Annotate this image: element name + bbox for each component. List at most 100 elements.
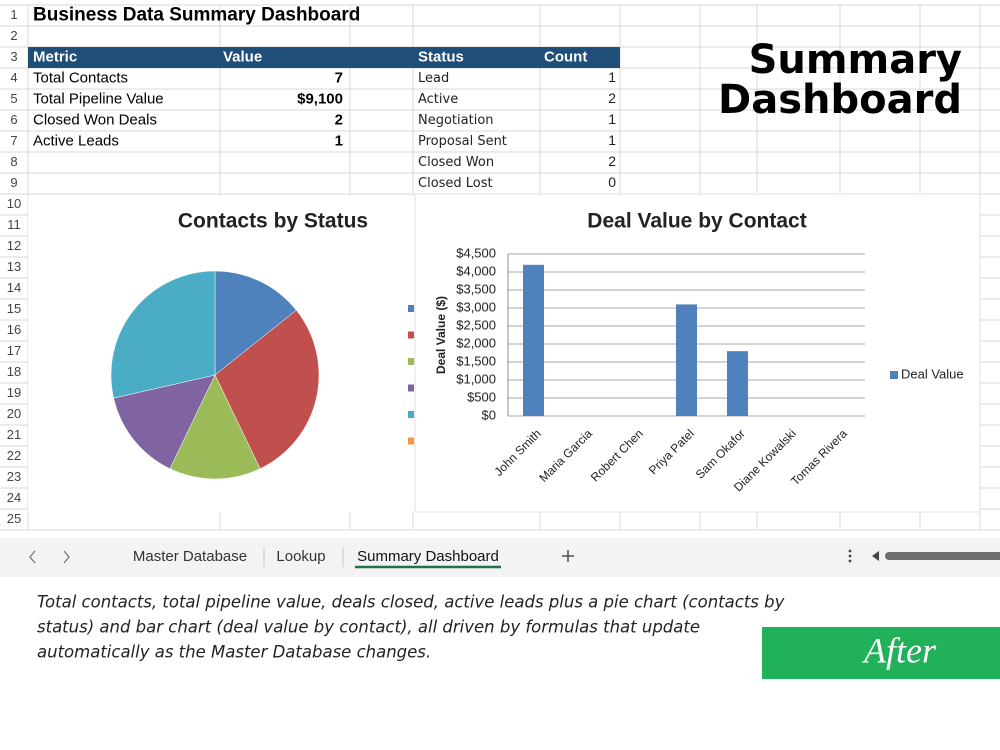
- dashboard-heading: Summary: [749, 37, 962, 83]
- row-number: 5: [10, 91, 17, 106]
- row-number: 24: [7, 490, 21, 505]
- row-number: 15: [7, 301, 21, 316]
- row-number: 23: [7, 469, 21, 484]
- next-sheet[interactable]: [63, 550, 70, 564]
- header-cell: Value: [223, 48, 262, 65]
- y-tick-label: $4,000: [456, 263, 496, 278]
- tab-bar: [0, 538, 1000, 577]
- status-name: Active: [418, 92, 458, 107]
- pie-slice: [214, 309, 320, 470]
- metric-name: Total Contacts: [33, 69, 128, 86]
- chart-area: [414, 193, 981, 513]
- legend-swatch: [408, 358, 414, 365]
- row-number: 13: [7, 259, 21, 274]
- sheet-content: 1234567891011121314151617181920212223242…: [7, 5, 981, 526]
- pie-slice: [110, 270, 216, 399]
- status-name: Closed Won: [418, 155, 494, 170]
- y-tick-label: $3,000: [456, 299, 496, 314]
- row-number: 4: [10, 70, 17, 85]
- metric-name: Active Leads: [33, 132, 119, 149]
- chart-title: Contacts by Status: [178, 210, 368, 233]
- row-number: 12: [7, 238, 21, 253]
- y-tick-label: $2,500: [456, 317, 496, 332]
- more-menu[interactable]: [848, 549, 852, 563]
- row-number: 7: [10, 133, 17, 148]
- row-number: 16: [7, 322, 21, 337]
- row-number: 8: [10, 154, 17, 169]
- status-name: Proposal Sent: [418, 134, 507, 149]
- y-tick-label: $1,500: [456, 353, 496, 368]
- status-count: 1: [608, 111, 616, 127]
- row-number: 22: [7, 448, 21, 463]
- status-count: 2: [608, 153, 616, 169]
- y-tick-label: $2,000: [456, 335, 496, 350]
- legend-swatch: [890, 371, 898, 379]
- bar: [676, 304, 697, 416]
- status-count: 1: [608, 132, 616, 148]
- legend-swatch: [408, 384, 414, 392]
- legend-swatch: [408, 437, 414, 445]
- metric-name: Total Pipeline Value: [33, 90, 164, 107]
- status-name: Negotiation: [418, 113, 494, 128]
- metric-value: $9,100: [297, 90, 343, 107]
- add-sheet[interactable]: [562, 550, 574, 562]
- metric-name: Closed Won Deals: [33, 111, 157, 128]
- badge: After: [862, 630, 937, 670]
- sheet-title: Business Data Summary Dashboard: [33, 5, 360, 26]
- row-number: 11: [7, 217, 21, 232]
- y-tick-label: $3,500: [456, 281, 496, 296]
- scroll-left[interactable]: [872, 551, 879, 561]
- chart-title: Deal Value by Contact: [587, 210, 806, 233]
- row-number: 3: [10, 49, 17, 64]
- row-number: 6: [10, 112, 17, 127]
- legend-swatch: [408, 331, 414, 339]
- status-count: 2: [608, 90, 616, 106]
- sheet-tab[interactable]: Summary Dashboard: [357, 548, 499, 565]
- row-number: 14: [7, 280, 21, 295]
- row-number: 21: [7, 427, 21, 442]
- dashboard-heading: Dashboard: [718, 77, 962, 123]
- caption-line: automatically as the Master Database cha…: [37, 643, 431, 662]
- row-number: 9: [10, 175, 17, 190]
- y-tick-label: $0: [482, 407, 496, 422]
- legend-swatch: [408, 305, 414, 312]
- row-number: 1: [10, 7, 17, 22]
- header-cell: Count: [544, 48, 587, 65]
- row-number: 2: [10, 28, 17, 43]
- pie-slice: [113, 374, 216, 470]
- y-tick-label: $4,500: [456, 245, 496, 260]
- row-number: 17: [7, 343, 21, 358]
- metric-value: 2: [335, 111, 343, 128]
- row-number: 10: [7, 196, 21, 211]
- status-count: 0: [608, 174, 616, 190]
- prev-sheet[interactable]: [29, 550, 36, 564]
- caption-line: status) and bar chart (deal value by con…: [37, 618, 700, 637]
- pie-slice: [169, 374, 261, 480]
- y-axis-label: Deal Value ($): [434, 296, 448, 374]
- row-number: 25: [7, 511, 21, 526]
- caption-line: Total contacts, total pipeline value, de…: [37, 593, 785, 612]
- header-fill: [28, 47, 620, 68]
- badge-box: [762, 627, 1000, 679]
- row-number: 18: [7, 364, 21, 379]
- status-name: Lead: [418, 71, 449, 86]
- bar: [727, 351, 748, 416]
- status-count: 1: [608, 69, 616, 85]
- header-cell: Metric: [33, 48, 77, 65]
- pie-slice: [214, 270, 297, 376]
- sheet-tab[interactable]: Lookup: [276, 548, 325, 565]
- row-number: 19: [7, 385, 21, 400]
- legend-label: Deal Value: [901, 366, 964, 381]
- header-cell: Status: [418, 48, 464, 65]
- row-number: 20: [7, 406, 21, 421]
- legend-swatch: [408, 411, 414, 418]
- y-tick-label: $500: [467, 389, 496, 404]
- metric-value: 1: [335, 132, 343, 149]
- sheet-tab[interactable]: Master Database: [133, 548, 247, 565]
- status-name: Closed Lost: [418, 176, 493, 191]
- y-tick-label: $1,000: [456, 371, 496, 386]
- bar: [523, 264, 544, 416]
- scroll-thumb[interactable]: [885, 552, 1000, 560]
- metric-value: 7: [335, 69, 343, 86]
